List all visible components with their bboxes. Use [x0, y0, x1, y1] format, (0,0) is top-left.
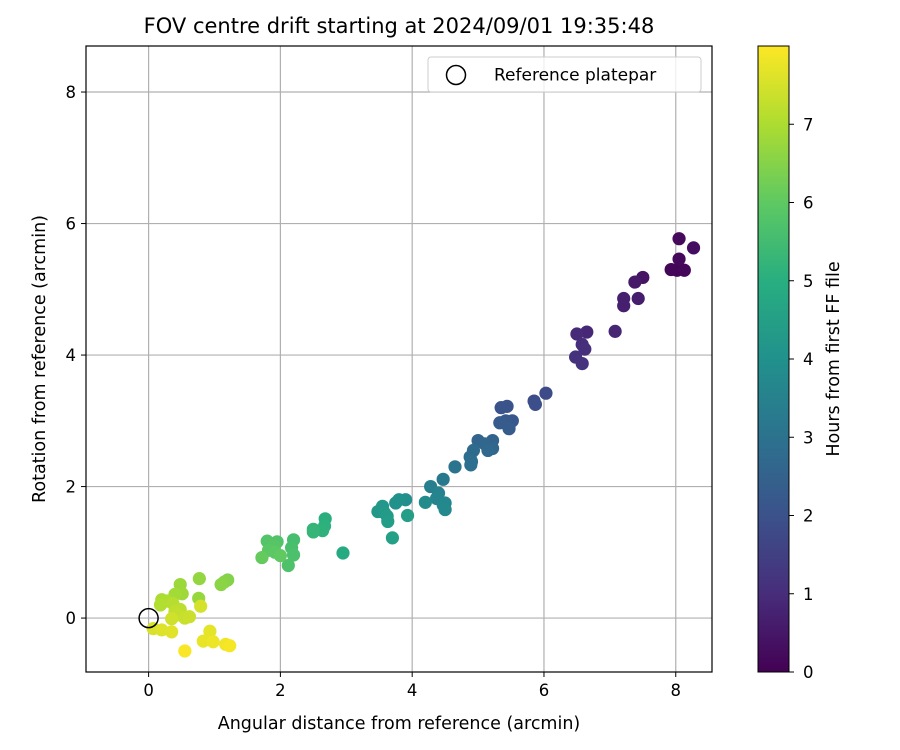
- scatter-point: [165, 612, 179, 626]
- colorbar-tick-label: 7: [803, 115, 814, 134]
- scatter-point: [155, 623, 169, 637]
- x-axis-ticks: 0 2 4 6 8: [143, 672, 681, 700]
- colorbar-tick-label: 4: [803, 350, 814, 369]
- scatter-point: [203, 624, 217, 638]
- colorbar-tick-label: 3: [803, 428, 814, 447]
- scatter-point: [286, 548, 301, 562]
- scatter-point: [494, 401, 508, 415]
- scatter-point: [192, 572, 206, 586]
- scatter-point: [677, 263, 691, 277]
- y-tick-label: 0: [66, 609, 77, 628]
- legend-entry-reference: Reference platepar: [494, 66, 656, 86]
- x-tick-label: 2: [275, 681, 286, 700]
- legend: Reference platepar: [427, 56, 702, 93]
- x-tick-label: 8: [671, 681, 682, 700]
- scatter-point: [672, 232, 686, 246]
- colorbar-gradient: [757, 45, 790, 673]
- scatter-point: [539, 386, 553, 400]
- scatter-point: [273, 549, 287, 563]
- scatter-point: [436, 472, 450, 486]
- reference-point: [138, 607, 159, 629]
- scatter-point: [580, 325, 594, 339]
- scatter-point: [438, 502, 452, 517]
- scatter-point: [206, 635, 220, 649]
- scatter-point: [628, 275, 642, 289]
- scatter-point: [608, 324, 622, 338]
- colorbar-tick-label: 0: [803, 663, 814, 682]
- y-axis-ticks: 0 2 4 6 8: [66, 83, 86, 628]
- colorbar-tick-label: 1: [803, 585, 814, 604]
- scatter-point: [617, 299, 631, 313]
- y-tick-label: 2: [66, 478, 77, 497]
- scatter-point: [570, 327, 584, 341]
- colorbar-tick-label: 6: [803, 194, 814, 213]
- y-tick-label: 6: [66, 215, 77, 234]
- y-axis-label: Rotation from reference (arcmin): [30, 215, 50, 503]
- scatter-point: [223, 639, 237, 653]
- scatter-point: [255, 550, 269, 565]
- x-tick-label: 0: [143, 681, 154, 700]
- x-tick-label: 4: [407, 681, 418, 700]
- scatter-point: [686, 241, 701, 255]
- colorbar-label: Hours from first FF file: [824, 261, 844, 456]
- legend-box: [427, 56, 702, 93]
- scatter-point: [194, 599, 208, 613]
- data-points: [146, 232, 701, 658]
- scatter-point: [575, 357, 589, 371]
- scatter-point: [481, 443, 495, 458]
- legend-marker-icon: [445, 64, 467, 86]
- scatter-point: [672, 252, 686, 266]
- scatter-point: [448, 460, 462, 474]
- scatter-point: [281, 558, 295, 573]
- scatter-point: [196, 634, 210, 648]
- x-axis-label: Angular distance from reference (arcmin): [218, 714, 581, 734]
- scatter-point: [178, 644, 192, 658]
- scatter-point: [153, 598, 168, 612]
- scatter-point: [528, 397, 543, 411]
- colorbar: 0 1 2 3 4 5 6 7 Hours from first FF file: [757, 45, 844, 682]
- scatter-point: [182, 610, 197, 624]
- scatter-point: [381, 514, 395, 529]
- x-tick-label: 6: [539, 681, 550, 700]
- y-tick-label: 4: [66, 346, 77, 365]
- scatter-point: [306, 525, 320, 539]
- scatter-point: [336, 546, 350, 560]
- scatter-point: [631, 291, 645, 306]
- colorbar-tick-label: 2: [803, 507, 814, 526]
- scatter-point: [385, 531, 400, 545]
- plot-frame: [85, 45, 713, 673]
- scatter-point: [664, 262, 678, 277]
- y-tick-label: 8: [66, 83, 77, 102]
- reference-platepar-marker: [138, 607, 159, 629]
- scatter-point: [214, 577, 228, 592]
- scatter-point: [400, 508, 415, 523]
- scatter-point: [165, 625, 179, 639]
- scatter-point: [389, 496, 403, 510]
- scatter-point: [418, 495, 432, 509]
- scatter-point: [578, 342, 592, 356]
- colorbar-ticks: 0 1 2 3 4 5 6 7: [789, 115, 814, 682]
- scatter-point: [502, 422, 516, 436]
- chart-title: FOV centre drift starting at 2024/09/01 …: [144, 14, 655, 38]
- scatter-point: [464, 458, 478, 472]
- colorbar-tick-label: 5: [803, 272, 814, 291]
